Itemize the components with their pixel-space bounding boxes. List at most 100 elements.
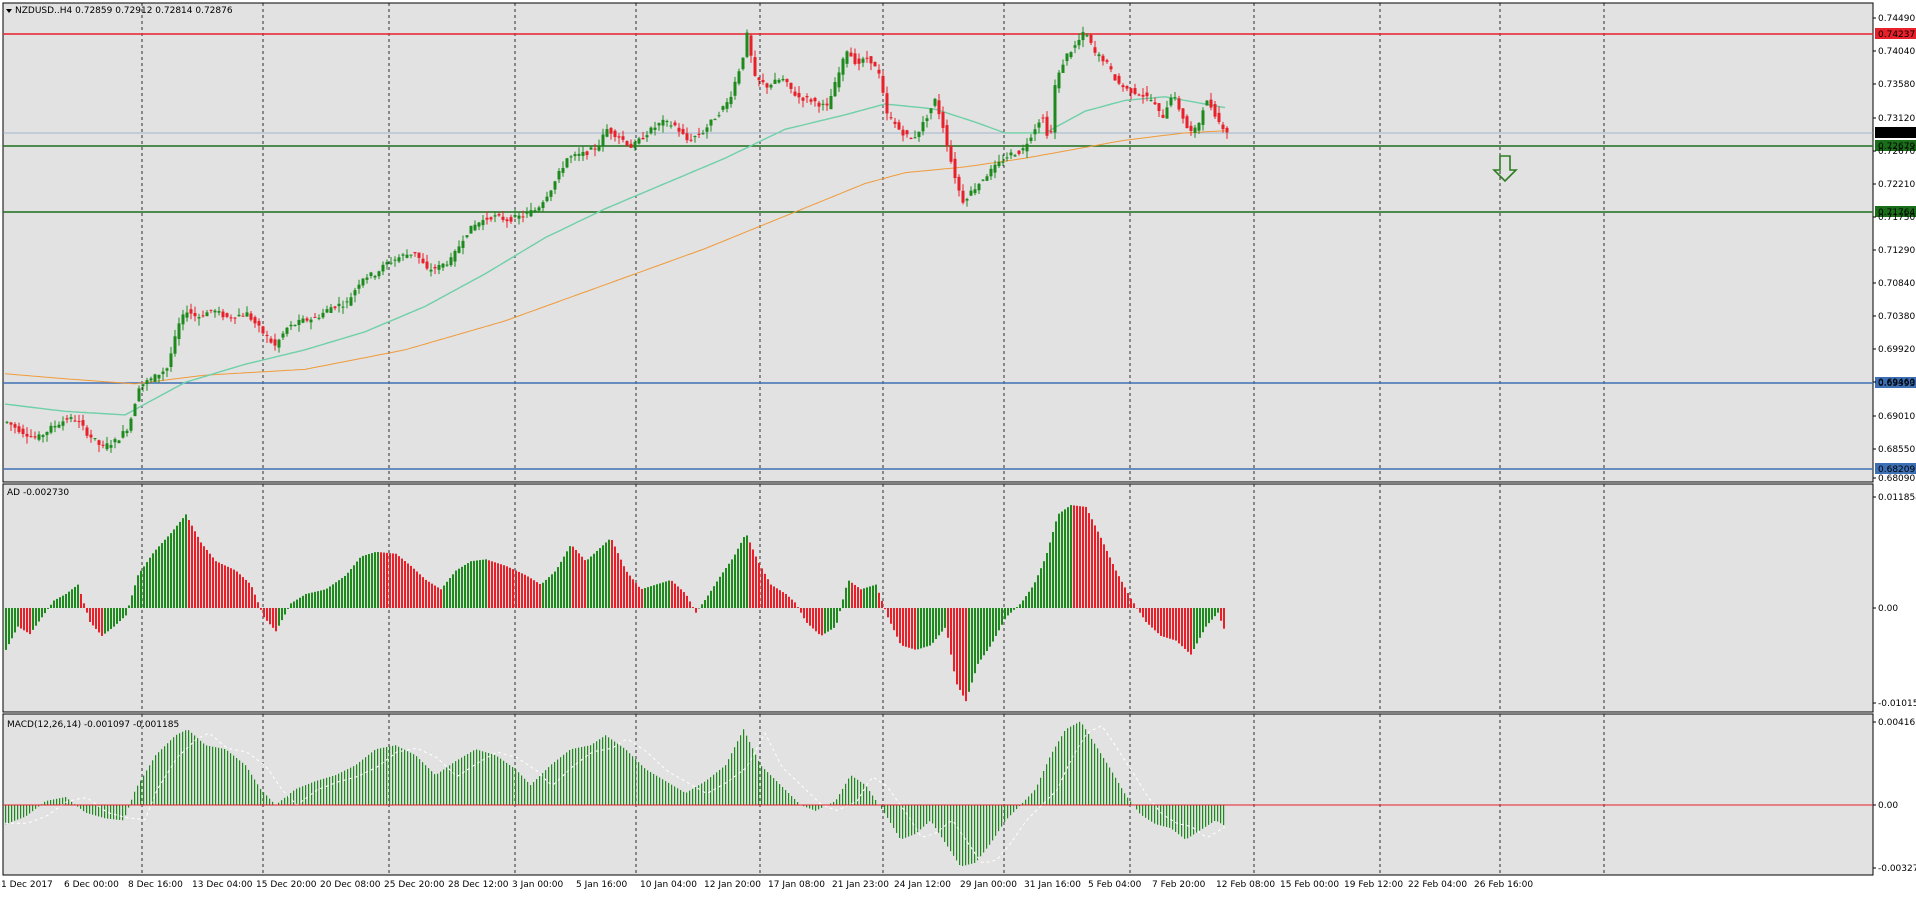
- macd-bar: [848, 778, 850, 805]
- macd-bar: [1214, 805, 1216, 822]
- macd-bar: [941, 805, 943, 838]
- candle-body: [461, 240, 465, 248]
- ad-bar: [68, 591, 70, 608]
- ma-fast-line: [4, 96, 1226, 416]
- price-tick-label: 0.68090: [1878, 474, 1915, 484]
- candle-body: [533, 210, 537, 212]
- candle-body: [1045, 116, 1049, 136]
- macd-bar: [5, 805, 7, 825]
- ad-bar: [452, 574, 454, 608]
- candle-body: [1169, 97, 1173, 106]
- macd-bar: [257, 784, 259, 805]
- candle-body: [433, 266, 437, 269]
- macd-bar: [521, 775, 523, 805]
- ad-bar: [455, 570, 457, 608]
- macd-bar: [758, 760, 760, 805]
- candle-body: [97, 440, 101, 445]
- candle-body: [389, 262, 393, 264]
- candle-body: [1153, 102, 1157, 105]
- ad-bar: [353, 565, 355, 608]
- ad-bar: [173, 529, 175, 608]
- ad-bar: [710, 590, 712, 608]
- macd-bar: [440, 771, 442, 805]
- candle-body: [765, 83, 769, 88]
- macd-bar: [791, 796, 793, 805]
- ad-bar: [461, 566, 463, 608]
- ad-bar: [770, 584, 772, 608]
- candle-body: [981, 179, 985, 181]
- candle-body: [937, 100, 941, 115]
- candle-body: [769, 84, 773, 88]
- ad-bar: [575, 549, 577, 608]
- candle-body: [853, 53, 857, 64]
- macd-bar: [1124, 793, 1126, 805]
- ad-bar: [8, 608, 10, 645]
- ad-bar: [878, 592, 880, 608]
- price-level-tag: [1875, 140, 1916, 151]
- macd-bar: [1184, 805, 1186, 839]
- candle-body: [973, 189, 977, 194]
- ad-bar: [128, 605, 130, 608]
- ad-bar: [824, 608, 826, 634]
- macd-bar: [500, 758, 502, 805]
- ad-bar: [182, 518, 184, 608]
- ad-bar: [302, 595, 304, 608]
- ad-bar: [866, 587, 868, 608]
- candle-body: [521, 216, 525, 218]
- candle-body: [1193, 127, 1197, 133]
- ad-bar: [1151, 608, 1153, 628]
- ad-bar: [53, 600, 55, 608]
- macd-bar: [113, 805, 115, 820]
- ad-bar: [104, 608, 106, 634]
- macd-signal-line: [5, 725, 1226, 864]
- ad-bar: [1172, 608, 1174, 640]
- ad-bar: [947, 608, 949, 638]
- candle-body: [53, 426, 57, 428]
- price-level-label: 0.68209: [1878, 465, 1915, 475]
- macd-bar: [71, 801, 73, 805]
- ad-bar: [785, 593, 787, 608]
- ad-bar: [281, 608, 283, 621]
- candle-body: [705, 127, 709, 132]
- ad-bar: [407, 563, 409, 608]
- ad-bar: [779, 590, 781, 608]
- ad-bar: [248, 582, 250, 608]
- macd-bar: [1127, 797, 1129, 805]
- candle-body: [573, 154, 577, 157]
- candle-body: [793, 91, 797, 96]
- ad-bar: [164, 539, 166, 608]
- macd-bar: [407, 751, 409, 805]
- ad-bar: [659, 583, 661, 608]
- macd-bar: [869, 791, 871, 805]
- ad-bar: [605, 542, 607, 608]
- symbol-dropdown-icon[interactable]: [6, 9, 12, 13]
- ad-bar: [410, 565, 412, 608]
- macd-bar: [806, 805, 808, 808]
- macd-bar: [422, 762, 424, 805]
- macd-bar: [668, 782, 670, 805]
- ad-bar: [23, 608, 25, 631]
- ad-bar: [311, 592, 313, 608]
- ad-bar: [482, 559, 484, 608]
- macd-bar: [401, 748, 403, 805]
- candle-body: [797, 92, 801, 98]
- macd-bar: [53, 799, 55, 805]
- price-level-tag: [1875, 377, 1916, 388]
- candle-body: [609, 127, 613, 134]
- ad-bar: [89, 608, 91, 622]
- candle-body: [481, 220, 485, 226]
- candle-body: [337, 303, 341, 307]
- candle-body: [41, 435, 45, 437]
- ad-bar: [626, 571, 628, 608]
- ad-tick-label: 0.011854: [1878, 493, 1916, 503]
- candle-body: [329, 307, 333, 313]
- macd-bar: [50, 800, 52, 805]
- ad-bar: [632, 579, 634, 608]
- price-tick-label: 0.72210: [1878, 180, 1915, 190]
- ad-bar: [284, 608, 286, 615]
- macd-bar: [722, 767, 724, 805]
- ad-bar: [476, 560, 478, 608]
- macd-bar: [233, 755, 235, 805]
- macd-bar: [839, 794, 841, 805]
